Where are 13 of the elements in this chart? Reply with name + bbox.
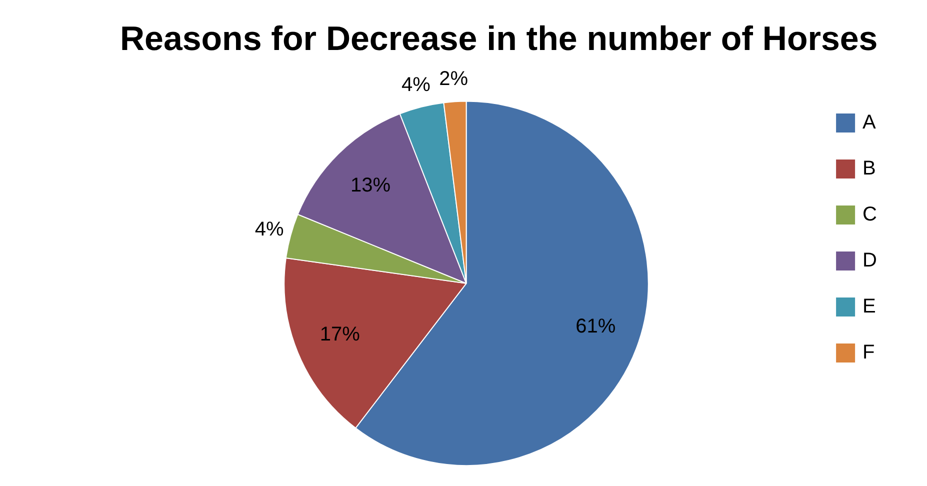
legend-label: E [862,296,876,318]
data-label: 4% [254,218,284,241]
legend-label: B [862,158,876,180]
legend-label: C [862,204,878,226]
data-label: 61% [576,316,616,338]
legend-label: F [862,342,875,364]
data-label: 2% [439,68,468,90]
data-label: 17% [320,324,360,346]
legend-label: D [862,250,878,272]
legend-label: A [862,112,877,134]
chart-title: Reasons for Decrease in the number of Horses [120,20,878,58]
data-label: 13% [350,174,391,197]
data-label: 4% [402,74,431,96]
